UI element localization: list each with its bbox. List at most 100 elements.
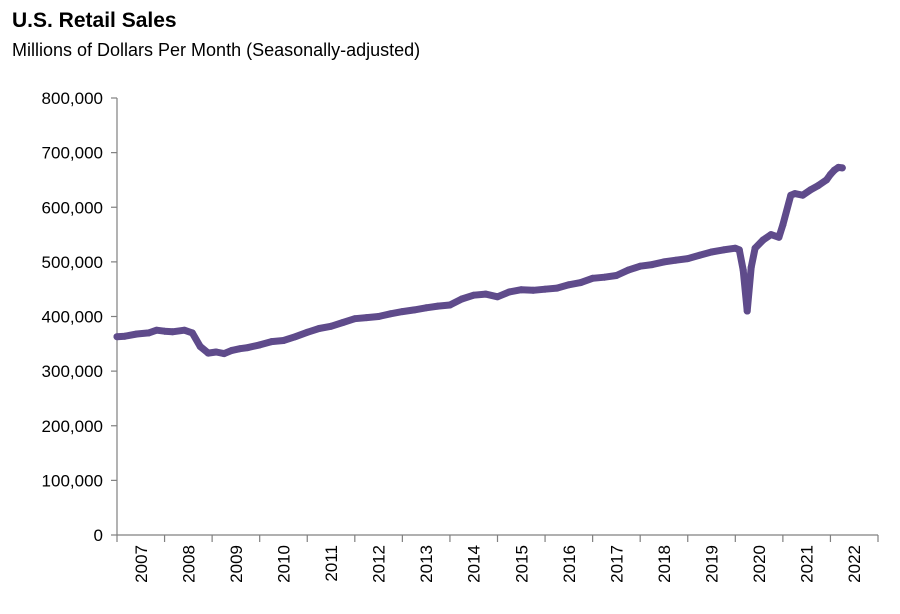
data-point [696,251,704,259]
data-point [244,344,252,352]
x-tick-label: 2012 [370,545,389,583]
chart-axes: 0 100,000 200,000 300,000 400,000 500,000 600,… [42,89,879,583]
data-point [779,221,787,229]
x-tick-label: 2008 [179,545,198,583]
data-point [387,310,394,318]
data-point [180,326,188,334]
x-tick-label: 2016 [560,545,579,583]
data-point [121,332,129,340]
data-point [446,301,454,309]
data-point [303,328,311,336]
data-point [529,286,537,294]
y-tick-label: 600,000 [42,198,103,217]
x-tick-label: 2007 [132,545,151,583]
data-point [807,186,815,194]
data-point [133,330,141,338]
data-point [482,290,490,298]
x-tick-label: 2013 [417,545,436,583]
data-point [212,348,220,356]
x-tick-label: 2020 [750,545,769,583]
data-point [684,255,692,263]
data-point [799,191,807,199]
data-point [743,307,751,315]
series-line [113,163,846,358]
data-point [470,291,478,299]
x-tick-label: 2022 [845,545,864,583]
data-point [747,263,755,271]
data-point [113,333,121,341]
y-tick-label: 0 [94,526,103,545]
data-point [398,308,406,316]
data-point [434,302,442,310]
data-point [236,345,244,353]
data-point [351,315,359,323]
x-tick-label: 2021 [798,545,817,583]
data-point [767,231,775,239]
data-point [719,246,727,254]
data-point [169,328,176,336]
data-point [565,281,573,289]
chart-subtitle: Millions of Dollars Per Month (Seasonall… [12,40,421,60]
data-point [577,279,585,287]
x-tick-label: 2019 [703,545,722,583]
data-point [268,338,276,346]
data-point [375,313,383,320]
data-point [553,284,561,292]
data-point [708,248,715,256]
data-point [739,266,747,274]
y-tick-label: 200,000 [42,417,103,436]
x-tick-label: 2014 [465,545,484,583]
data-point [791,190,799,198]
y-tick-label: 300,000 [42,362,103,381]
data-point [422,304,430,312]
data-point [636,262,644,270]
data-point [624,266,632,274]
data-point [228,346,236,354]
x-tick-label: 2010 [274,545,293,583]
y-tick-label: 500,000 [42,253,103,272]
x-tick-label: 2018 [655,545,674,583]
data-point [815,181,822,189]
data-point [775,233,783,241]
y-tick-label: 700,000 [42,144,103,163]
x-tick-label: 2011 [322,545,341,582]
data-point [196,343,204,350]
data-point [220,350,228,358]
data-point [759,236,767,244]
data-point [315,325,323,332]
series-layer [113,163,846,358]
y-tick-label: 400,000 [42,308,103,327]
data-point [291,333,299,341]
x-tick-label: 2017 [607,545,626,583]
data-point [648,261,656,269]
data-point [838,164,846,172]
data-point [672,256,680,264]
data-point [204,349,212,357]
data-point [145,329,153,337]
data-point [363,314,371,322]
data-point [601,273,608,281]
data-point [541,285,549,293]
data-point [505,288,513,296]
data-point [823,176,830,184]
data-point [410,306,418,314]
data-point [517,286,525,294]
data-point [339,319,347,326]
data-point [751,244,759,252]
data-point [327,322,335,330]
data-point [735,246,743,254]
chart-title: U.S. Retail Sales [12,9,177,32]
y-tick-label: 800,000 [42,89,103,108]
data-point [612,272,620,279]
data-point [458,295,466,303]
data-point [589,274,597,282]
data-point [494,293,501,301]
data-point [280,337,287,344]
data-point [660,258,668,266]
data-point [256,341,264,349]
x-tick-label: 2009 [227,545,246,583]
x-tick-label: 2015 [512,545,531,583]
data-point [161,327,169,335]
data-point [153,326,161,334]
